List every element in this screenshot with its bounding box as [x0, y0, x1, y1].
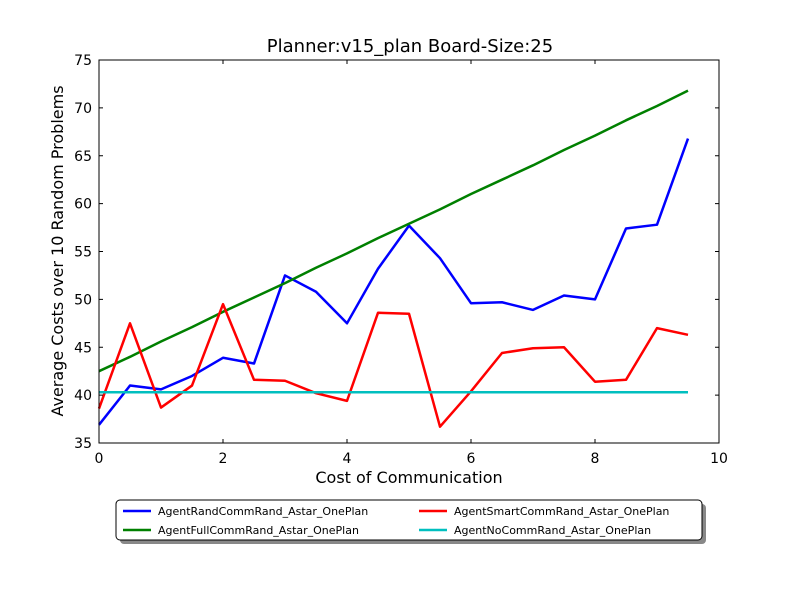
- plot-area: 0 2 4 6 8 10 35 40 45 50 55 60 65 70 75: [74, 53, 728, 467]
- legend: AgentRandCommRand_Astar_OnePlan AgentSmar…: [115, 499, 706, 544]
- legend-label-2: AgentFullCommRand_Astar_OnePlan: [158, 524, 359, 537]
- x-tick-label-4: 8: [591, 451, 600, 467]
- legend-label-3: AgentNoCommRand_Astar_OnePlan: [454, 524, 651, 537]
- x-tick-label-2: 4: [343, 451, 352, 467]
- y-tick-label-6: 65: [74, 149, 92, 165]
- y-tick-label-7: 70: [74, 101, 92, 117]
- legend-label-0: AgentRandCommRand_Astar_OnePlan: [158, 505, 368, 518]
- x-tick-label-1: 2: [219, 451, 228, 467]
- y-axis-label: Average Costs over 10 Random Problems: [48, 85, 67, 416]
- chart-title: Planner:v15_plan Board-Size:25: [267, 36, 553, 57]
- series-line-1: [98, 89, 689, 373]
- y-tick-label-0: 35: [74, 436, 92, 452]
- x-tick-label-3: 6: [467, 451, 476, 467]
- x-axis-label: Cost of Communication: [315, 468, 502, 487]
- y-tick-label-3: 50: [74, 292, 92, 308]
- series-line-2: [97, 302, 689, 428]
- y-tick-label-1: 40: [74, 388, 92, 404]
- y-tick-label-5: 60: [74, 197, 92, 213]
- legend-box: [115, 499, 703, 541]
- y-tick-label-4: 55: [74, 245, 92, 261]
- x-tick-label-5: 10: [710, 451, 728, 467]
- legend-label-1: AgentSmartCommRand_Astar_OnePlan: [454, 505, 669, 518]
- y-tick-label-2: 45: [74, 340, 92, 356]
- x-tick-label-0: 0: [95, 451, 104, 467]
- y-tick-label-8: 75: [74, 53, 92, 69]
